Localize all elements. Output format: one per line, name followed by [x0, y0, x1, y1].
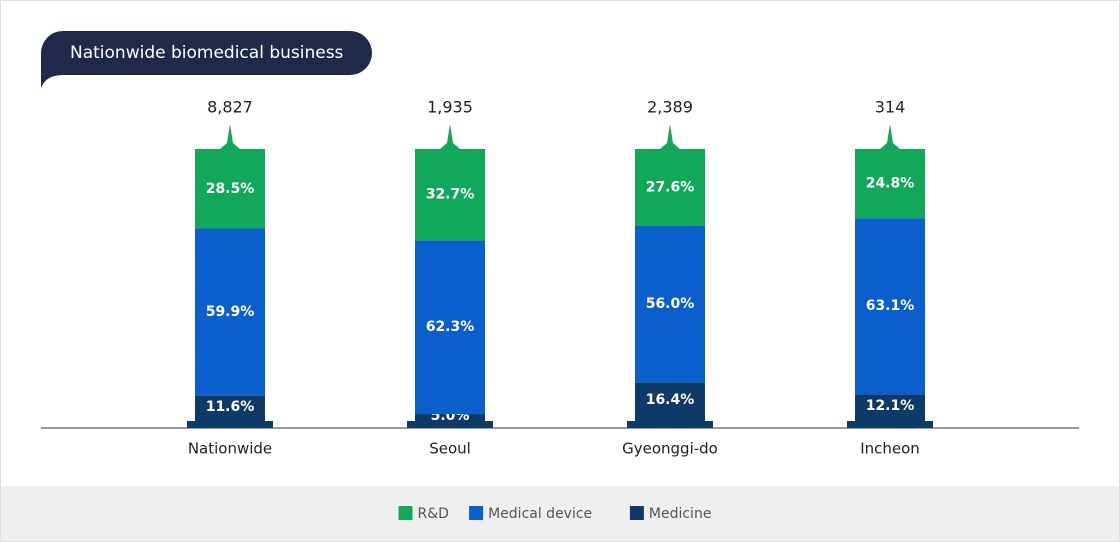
- bar-segment: [415, 240, 485, 415]
- bar-segment: [635, 226, 705, 383]
- value-label: 16.4%: [646, 392, 695, 408]
- bar-base: [187, 421, 273, 428]
- value-label: 27.6%: [646, 180, 695, 196]
- total-pointer: [440, 124, 460, 149]
- value-label: 28.5%: [206, 181, 255, 197]
- total-label: 8,827: [207, 98, 253, 117]
- total-pointer: [220, 124, 240, 149]
- value-label: 63.1%: [866, 298, 915, 314]
- chart-title: Nationwide biomedical business: [70, 43, 344, 63]
- bar-segment: [635, 149, 705, 227]
- bar-segment: [195, 149, 265, 229]
- x-tick-label: Seoul: [429, 440, 471, 458]
- total-label: 2,389: [647, 98, 693, 117]
- x-tick-label: Incheon: [860, 440, 920, 458]
- bar-base: [627, 421, 713, 428]
- value-label: 32.7%: [426, 187, 475, 203]
- bar-segment: [855, 218, 925, 395]
- total-label: 1,935: [427, 98, 473, 117]
- bar-segment: [415, 149, 485, 241]
- total-pointer: [880, 124, 900, 149]
- value-label: 11.6%: [206, 399, 255, 415]
- bar-base: [847, 421, 933, 428]
- legend-swatch: [398, 506, 413, 520]
- legend-swatch: [469, 506, 484, 520]
- bar-segment: [195, 228, 265, 396]
- legend-label: Medicine: [649, 506, 712, 522]
- legend-label: Medical device: [488, 506, 592, 522]
- value-label: 59.9%: [206, 304, 255, 320]
- bar-segment: [635, 382, 705, 428]
- total-pointer: [660, 124, 680, 149]
- value-label: 62.3%: [426, 319, 475, 335]
- x-tick-label: Gyeonggi-do: [622, 440, 718, 458]
- x-tick-label: Nationwide: [188, 440, 272, 458]
- legend-label: R&D: [418, 506, 449, 522]
- value-label: 24.8%: [866, 176, 915, 192]
- bar-base: [407, 421, 493, 428]
- bar-segment: [855, 149, 925, 219]
- title-badge: [41, 31, 372, 88]
- legend-swatch: [629, 506, 644, 520]
- value-label: 12.1%: [866, 398, 915, 414]
- legend-band: [1, 486, 1119, 541]
- total-label: 314: [875, 98, 906, 117]
- value-label: 56.0%: [646, 296, 695, 312]
